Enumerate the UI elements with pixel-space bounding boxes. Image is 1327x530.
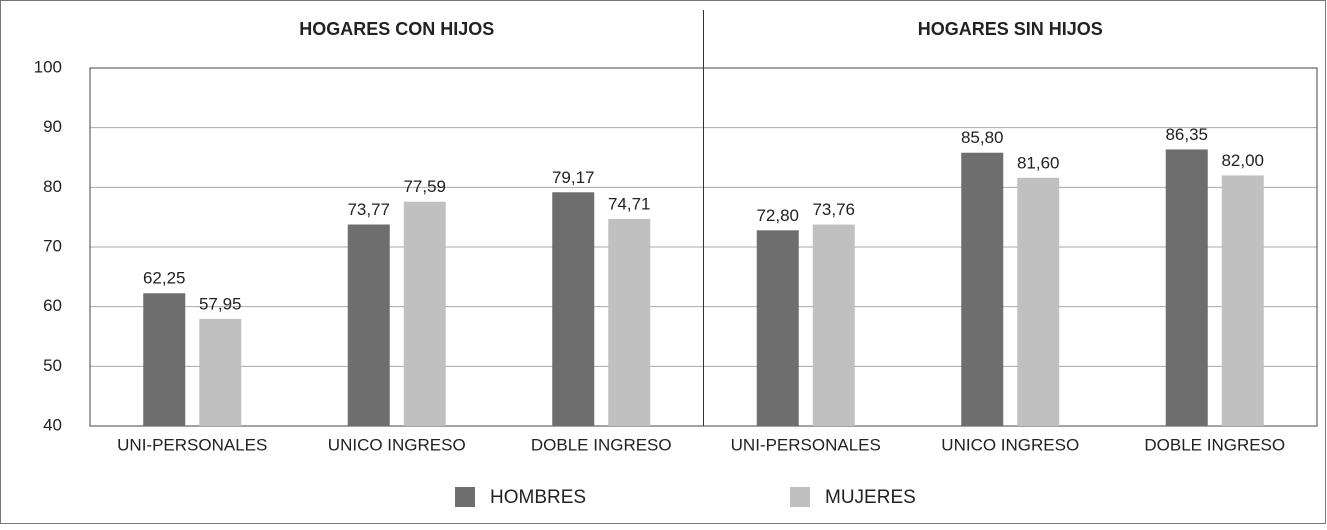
legend-label: MUJERES [825, 487, 916, 508]
y-tick-label: 80 [43, 177, 62, 196]
panel-title: HOGARES SIN HIJOS [918, 19, 1103, 39]
bar [347, 224, 390, 426]
y-tick-label: 100 [34, 57, 62, 76]
bar [812, 224, 855, 426]
panel-title: HOGARES CON HIJOS [299, 19, 494, 39]
y-tick-label: 90 [43, 117, 62, 136]
x-tick-label: DOBLE INGRESO [531, 435, 672, 454]
value-label: 77,59 [403, 177, 446, 196]
x-tick-label: UNICO INGRESO [941, 435, 1079, 454]
y-tick-label: 60 [43, 296, 62, 315]
bar [403, 201, 446, 426]
bar [1221, 175, 1264, 426]
value-label: 72,80 [756, 206, 799, 225]
value-label: 73,77 [347, 200, 390, 219]
y-tick-label: 70 [43, 236, 62, 255]
bar [608, 218, 651, 426]
value-label: 81,60 [1017, 153, 1060, 172]
x-tick-label: UNI-PERSONALES [117, 435, 267, 454]
y-tick-label: 50 [43, 356, 62, 375]
legend-swatch [455, 487, 475, 507]
bar [756, 230, 799, 426]
value-label: 85,80 [961, 128, 1004, 147]
value-label: 73,76 [812, 200, 855, 219]
value-label: 62,25 [143, 269, 186, 288]
value-label: 82,00 [1221, 151, 1264, 170]
value-label: 74,71 [608, 194, 651, 213]
bar [199, 318, 242, 426]
value-label: 86,35 [1165, 125, 1208, 144]
y-tick-label: 40 [43, 415, 62, 434]
legend-swatch [790, 487, 810, 507]
legend-label: HOMBRES [490, 487, 586, 508]
bar [1165, 149, 1208, 426]
x-tick-label: UNI-PERSONALES [731, 435, 881, 454]
value-label: 57,95 [199, 294, 242, 313]
x-tick-label: UNICO INGRESO [328, 435, 466, 454]
x-tick-label: DOBLE INGRESO [1144, 435, 1285, 454]
bar [1017, 177, 1060, 426]
bar [552, 192, 595, 426]
bar [143, 293, 186, 426]
bar [961, 152, 1004, 426]
value-label: 79,17 [552, 168, 595, 187]
